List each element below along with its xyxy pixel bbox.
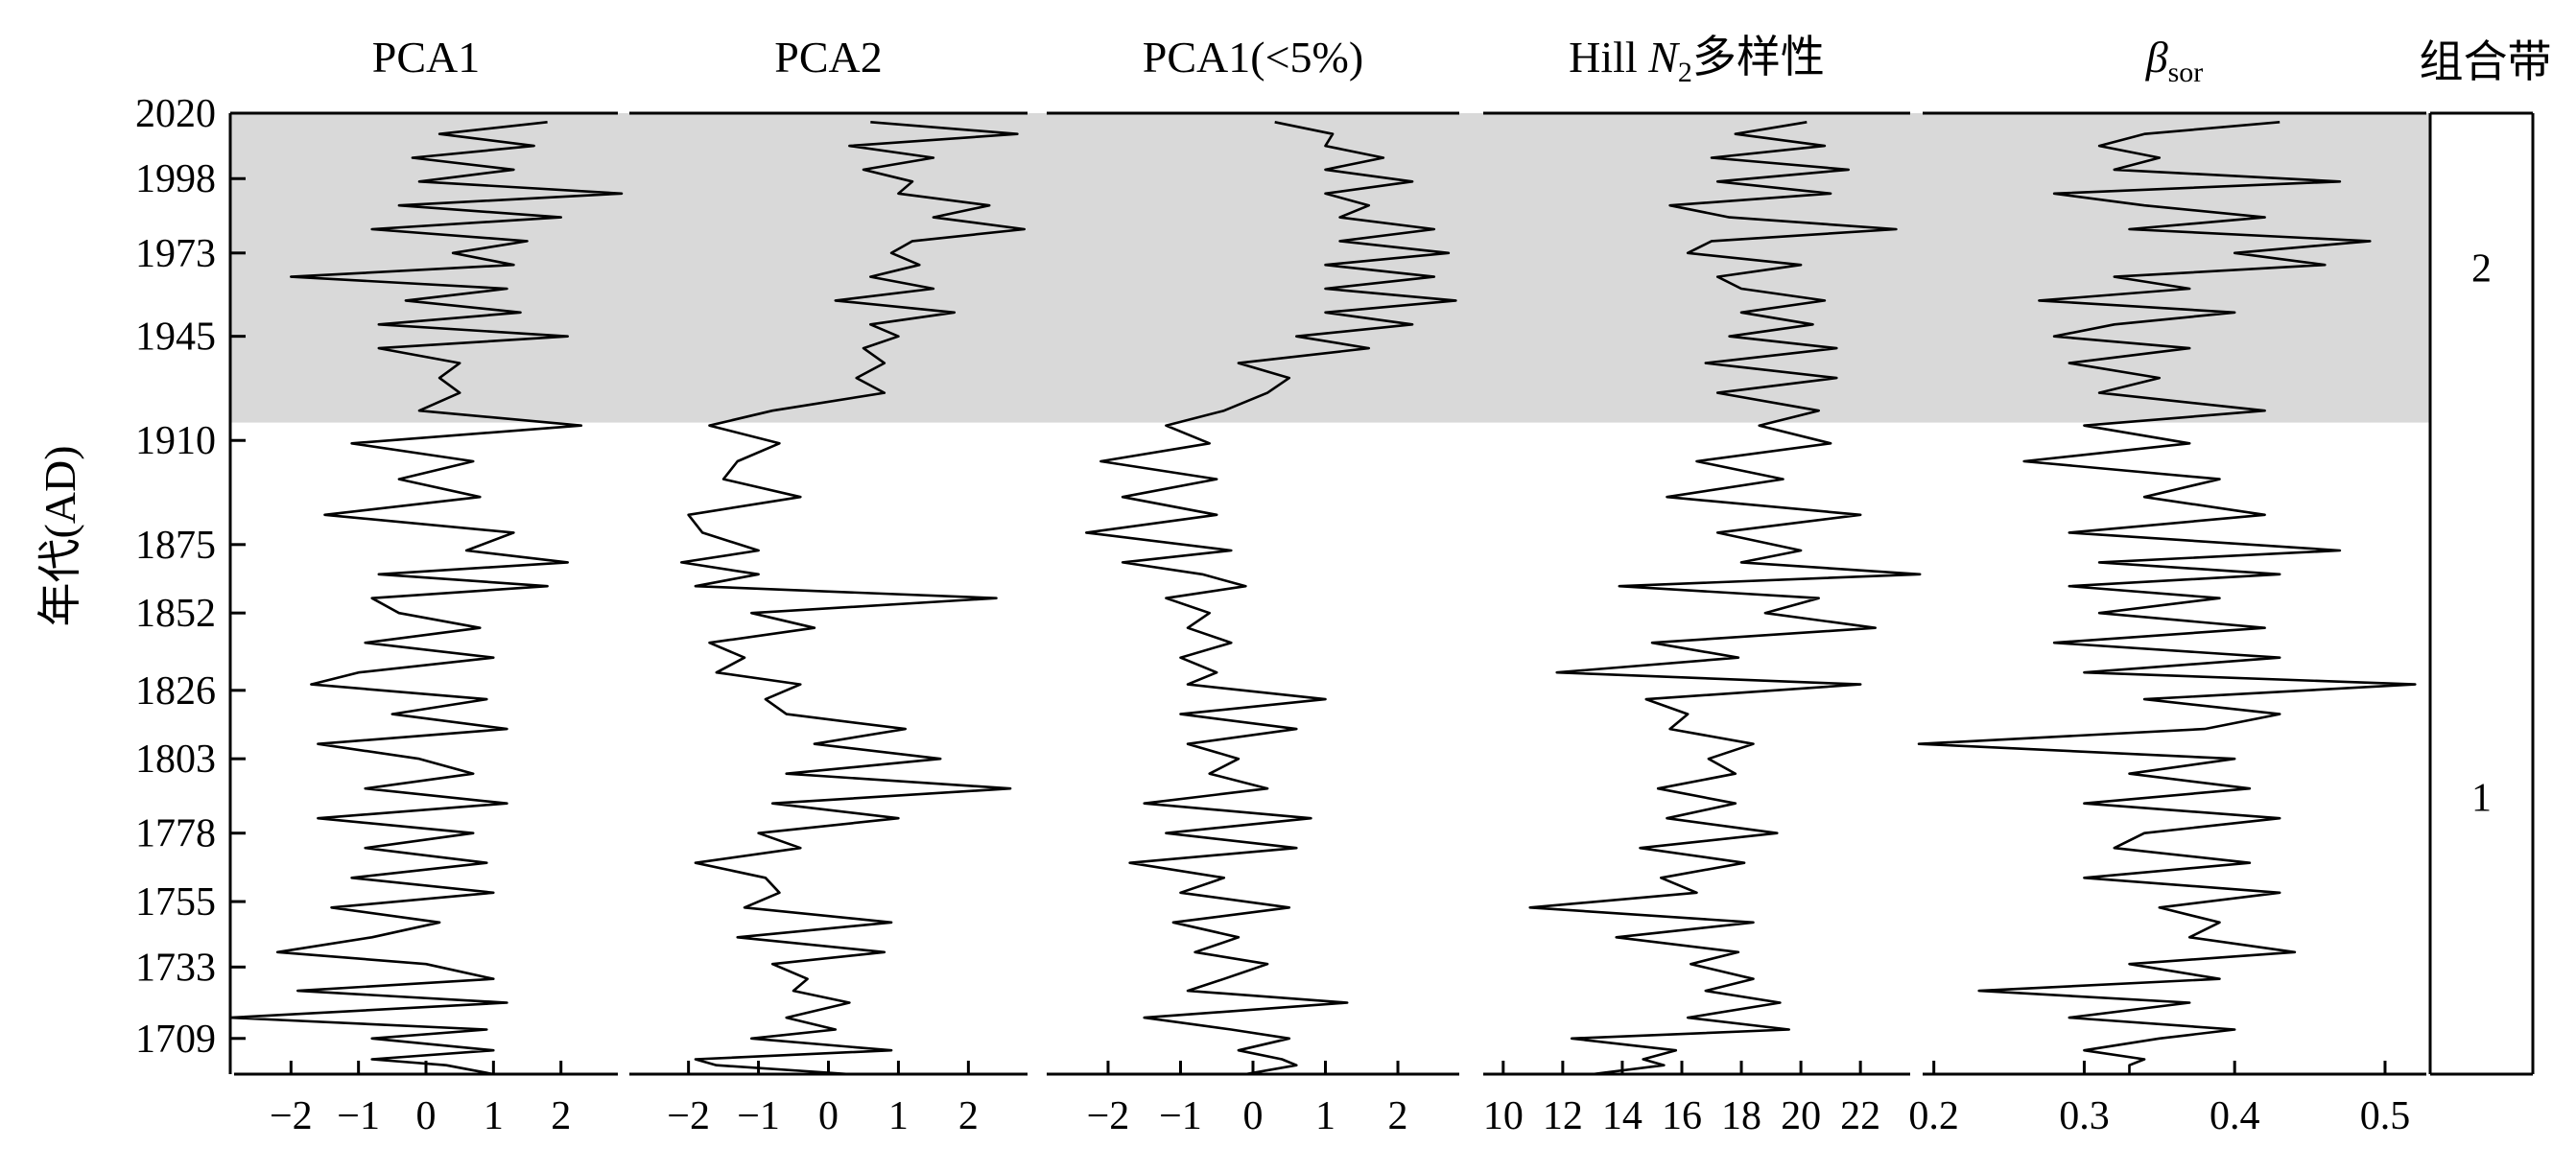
- series-line: [228, 121, 624, 1076]
- year-axis-title: 年代(AD): [35, 445, 84, 626]
- panel-title: βsor: [2145, 33, 2204, 88]
- series-line: [1917, 121, 2417, 1074]
- x-tick-label: 2: [551, 1094, 571, 1138]
- x-tick-label: 0: [416, 1094, 437, 1138]
- x-tick-label: 10: [1483, 1094, 1524, 1138]
- panel-5: 0.2 0.3 0.4 0.5 βsor: [1908, 33, 2426, 1138]
- year-tick-label: 1778: [135, 812, 216, 856]
- x-tick-label: 20: [1781, 1094, 1821, 1138]
- year-tick-label: 1755: [135, 880, 216, 925]
- x-tick-label: 12: [1543, 1094, 1583, 1138]
- zone-column-title: 组合带: [2420, 37, 2552, 86]
- year-tick-label: 1945: [135, 316, 216, 360]
- year-tick-label: 1852: [135, 592, 216, 636]
- x-tick-label: 1: [888, 1094, 909, 1138]
- panel-title: Hill N2多样性: [1569, 33, 1825, 88]
- panel-title: PCA2: [774, 33, 882, 82]
- panel-3: −2 −1 0 1 2 PCA1(<5%): [1047, 33, 1459, 1138]
- x-tick-label: 2: [1388, 1094, 1408, 1138]
- shaded-zone-band: [230, 113, 2430, 423]
- x-tick-label: 22: [1840, 1094, 1880, 1138]
- panel-4: 10 12 14 16 18 20 22 Hill N2多样性: [1483, 33, 1922, 1138]
- x-tick-label: 16: [1662, 1094, 1702, 1138]
- x-tick-label: −2: [270, 1094, 313, 1138]
- x-tick-label: 0.3: [2059, 1094, 2110, 1138]
- panel-title: PCA1(<5%): [1143, 33, 1363, 82]
- series-line: [1528, 121, 1922, 1076]
- year-axis: 2020 1998 1973 1945 1910 1875 1852 1826 1803 1778…: [35, 92, 246, 1074]
- year-tick-label: 1733: [135, 946, 216, 990]
- series-line: [1085, 121, 1457, 1076]
- year-tick-label: 1826: [135, 669, 216, 714]
- x-tick-label: −1: [1159, 1094, 1202, 1138]
- x-tick-label: 1: [1315, 1094, 1335, 1138]
- series-line: [679, 121, 1026, 1076]
- x-tick-label: 2: [958, 1094, 979, 1138]
- x-tick-label: 0.2: [1908, 1094, 1959, 1138]
- year-tick-label: 1910: [135, 419, 216, 463]
- year-tick-label: 1709: [135, 1018, 216, 1062]
- year-tick-label: 1875: [135, 524, 216, 568]
- panel-title: PCA1: [372, 33, 480, 82]
- zone-label: 1: [2471, 776, 2492, 820]
- x-tick-label: 0: [818, 1094, 839, 1138]
- panel-2: −2 −1 0 1 2 PCA2: [629, 33, 1028, 1138]
- zone-column: 组合带 2 1: [2420, 37, 2552, 1076]
- x-tick-label: 0: [1243, 1094, 1264, 1138]
- year-tick-label: 1998: [135, 157, 216, 201]
- x-tick-label: −2: [1087, 1094, 1130, 1138]
- x-tick-label: 1: [484, 1094, 504, 1138]
- panel-1: −2 −1 0 1 2 PCA1: [228, 33, 624, 1138]
- zone-label: 2: [2471, 246, 2492, 291]
- x-tick-label: 0.5: [2360, 1094, 2411, 1138]
- x-tick-label: 18: [1721, 1094, 1761, 1138]
- year-tick-label: 2020: [135, 92, 216, 136]
- year-tick-label: 1803: [135, 738, 216, 782]
- x-tick-label: 14: [1602, 1094, 1642, 1138]
- year-tick-label: 1973: [135, 232, 216, 276]
- x-tick-label: −1: [337, 1094, 380, 1138]
- x-tick-label: −2: [667, 1094, 710, 1138]
- x-tick-label: 0.4: [2210, 1094, 2260, 1138]
- x-tick-label: −1: [737, 1094, 780, 1138]
- background-layer: [230, 113, 2430, 423]
